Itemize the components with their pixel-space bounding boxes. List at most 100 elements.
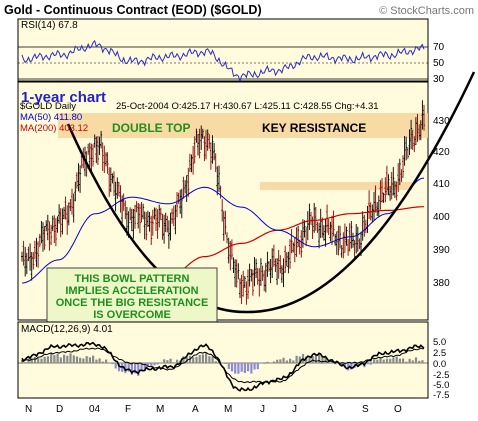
- macd-histogram-bar: [192, 357, 195, 363]
- macd-histogram-bar: [33, 357, 37, 363]
- price-bar: [171, 208, 174, 224]
- macd-histogram-bar: [43, 356, 46, 363]
- period-note: 1-year chart: [21, 89, 106, 106]
- macd-histogram-bar: [156, 363, 159, 365]
- key-resistance-label: KEY RESISTANCE: [262, 121, 366, 135]
- price-bar: [64, 196, 67, 220]
- price-bar: [324, 218, 327, 247]
- macd-histogram-bar: [208, 356, 211, 363]
- price-bar: [222, 211, 225, 241]
- price-bar: [151, 209, 154, 236]
- price-bar: [98, 136, 101, 155]
- macd-histogram-bar: [21, 359, 24, 363]
- price-bar: [297, 225, 300, 247]
- bowl-note-line-3: ONCE THE BIG RESISTANCE: [56, 297, 209, 309]
- price-bar: [406, 147, 409, 159]
- price-bar: [38, 233, 41, 248]
- price-bar: [100, 131, 103, 149]
- x-tick-apr: A: [192, 404, 199, 415]
- price-bar: [159, 207, 162, 221]
- price-bar: [134, 205, 136, 229]
- macd-histogram-bar: [411, 360, 414, 363]
- macd-histogram-bar: [79, 357, 82, 363]
- macd-histogram-bar: [311, 356, 314, 363]
- macd-tick-0: 0.0: [433, 359, 446, 370]
- price-bar: [292, 242, 295, 253]
- price-bar: [130, 208, 133, 232]
- price-bar: [21, 251, 23, 262]
- macd-histogram-bar: [214, 361, 217, 363]
- price-bar: [114, 181, 117, 212]
- macd-histogram-bar: [382, 359, 385, 363]
- price-bar: [368, 190, 371, 219]
- price-bar: [203, 136, 206, 162]
- chart-title: Gold - Continuous Contract (EOD) ($GOLD): [4, 3, 262, 17]
- price-bar: [250, 269, 253, 282]
- price-bar: [224, 210, 227, 235]
- macd-histogram-bar: [63, 354, 66, 363]
- price-bar: [293, 237, 296, 263]
- macd-histogram-bar: [369, 363, 372, 365]
- rsi-series-path: [21, 39, 425, 83]
- macd-histogram-bar: [314, 354, 317, 363]
- price-bar: [255, 258, 258, 278]
- macd-histogram-bar: [146, 363, 150, 367]
- price-bar: [398, 158, 401, 186]
- x-tick-oct: O: [394, 404, 402, 415]
- macd-histogram-bar: [395, 356, 398, 363]
- price-bar: [245, 281, 248, 305]
- price-bar: [216, 166, 219, 196]
- macd-histogram-bar: [140, 363, 143, 372]
- price-bar: [280, 265, 283, 283]
- macd-histogram-bar: [253, 363, 256, 370]
- price-bar: [393, 180, 396, 198]
- support-band: [260, 182, 412, 190]
- price-bar: [221, 199, 224, 222]
- price-bar: [66, 205, 69, 235]
- x-tick-04: 04: [89, 404, 101, 415]
- price-bar: [268, 261, 270, 272]
- price-bar: [22, 240, 25, 266]
- price-bar: [289, 239, 291, 269]
- price-bar: [117, 181, 120, 197]
- price-bar: [340, 245, 343, 258]
- price-bar: [30, 252, 33, 281]
- macd-histogram-bar: [414, 357, 418, 363]
- macd-histogram-bar: [405, 361, 408, 363]
- price-bar: [166, 215, 169, 233]
- price-bar: [355, 224, 358, 254]
- price-bar: [272, 244, 275, 267]
- macd-histogram-bar: [30, 358, 33, 363]
- macd-histogram-bar: [259, 363, 263, 364]
- price-bar: [209, 142, 212, 170]
- macd-tick-neg-5: -5.0: [433, 380, 449, 391]
- macd-histogram-bar: [37, 358, 40, 363]
- macd-histogram-bar: [88, 357, 91, 363]
- price-bar: [227, 237, 230, 264]
- price-bar: [153, 207, 156, 220]
- macd-histogram-bar: [418, 360, 421, 363]
- price-bar: [379, 180, 382, 210]
- price-bar: [411, 129, 414, 150]
- price-bar: [295, 227, 298, 257]
- price-tick-410: 410: [433, 179, 450, 190]
- macd-histogram-bar: [153, 363, 156, 366]
- macd-histogram-bar: [266, 361, 269, 363]
- bowl-note-line-1: THIS BOWL PATTERN: [75, 273, 190, 285]
- price-bar: [345, 226, 348, 246]
- price-bar: [318, 222, 321, 249]
- price-bar: [350, 221, 353, 249]
- macd-histogram-bar: [163, 359, 166, 363]
- price-bar: [271, 248, 274, 278]
- price-bar: [45, 220, 48, 232]
- macd-histogram-bar: [408, 358, 411, 363]
- macd-tick-neg-2-5: -2.5: [433, 370, 449, 381]
- price-bar: [195, 128, 198, 143]
- price-bar: [43, 225, 46, 250]
- price-bar: [282, 258, 285, 288]
- macd-histogram-bar: [421, 360, 424, 363]
- macd-histogram-bar: [389, 358, 392, 363]
- price-bar: [385, 165, 388, 196]
- macd-panel: MACD(12,26,9) 4.01 5.0 2.5 0.0 -2.5 -5.0…: [17, 321, 449, 401]
